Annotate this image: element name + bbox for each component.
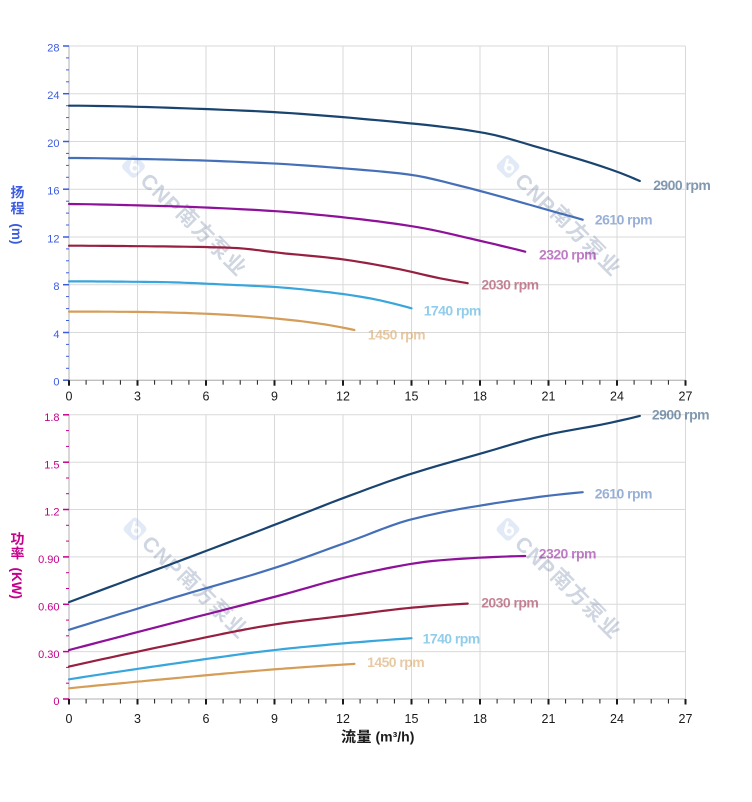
svg-text:21: 21 [542,390,556,404]
svg-text:2320 rpm: 2320 rpm [539,546,596,562]
svg-text:2900 rpm: 2900 rpm [652,407,709,423]
svg-text:1740 rpm: 1740 rpm [423,631,480,647]
svg-text:1450 rpm: 1450 rpm [368,327,425,343]
svg-text:12: 12 [336,390,350,404]
svg-text:18: 18 [473,390,487,404]
svg-text:27: 27 [679,712,693,726]
svg-text:8: 8 [53,281,59,293]
svg-text:2900 rpm: 2900 rpm [653,177,710,193]
svg-text:24: 24 [47,90,59,102]
svg-text:1740 rpm: 1740 rpm [424,303,481,319]
svg-text:16: 16 [47,186,59,198]
svg-text:27: 27 [679,390,693,404]
svg-text:15: 15 [405,390,419,404]
svg-text:2610 rpm: 2610 rpm [595,485,652,501]
svg-text:0: 0 [66,712,73,726]
svg-text:1450 rpm: 1450 rpm [367,654,424,670]
svg-text:(m³/h): (m³/h) [376,728,415,744]
svg-text:6: 6 [203,712,210,726]
svg-text:12: 12 [336,712,350,726]
svg-text:2030 rpm: 2030 rpm [481,594,538,610]
svg-text:(m): (m) [9,223,24,244]
svg-text:0: 0 [53,377,59,389]
svg-text:3: 3 [134,712,141,726]
svg-text:2030 rpm: 2030 rpm [481,276,538,292]
svg-text:28: 28 [47,42,59,54]
svg-text:1.8: 1.8 [44,412,59,424]
svg-text:2610 rpm: 2610 rpm [595,211,652,227]
svg-text:18: 18 [473,712,487,726]
svg-text:6: 6 [203,390,210,404]
svg-text:0.90: 0.90 [38,554,59,566]
svg-text:15: 15 [405,712,419,726]
svg-text:(KW): (KW) [9,567,24,598]
svg-text:20: 20 [47,138,59,150]
svg-text:24: 24 [610,390,624,404]
svg-text:1.2: 1.2 [44,507,59,519]
svg-text:0: 0 [66,390,73,404]
svg-text:21: 21 [542,712,556,726]
svg-text:4: 4 [53,329,59,341]
svg-text:2320 rpm: 2320 rpm [539,247,596,263]
svg-text:3: 3 [134,390,141,404]
svg-text:9: 9 [271,390,278,404]
svg-text:9: 9 [271,712,278,726]
svg-text:24: 24 [610,712,624,726]
svg-text:1.5: 1.5 [44,459,59,471]
svg-text:0.30: 0.30 [38,649,59,661]
svg-text:0.60: 0.60 [38,602,59,614]
svg-text:0: 0 [53,696,59,708]
svg-text:12: 12 [47,233,59,245]
